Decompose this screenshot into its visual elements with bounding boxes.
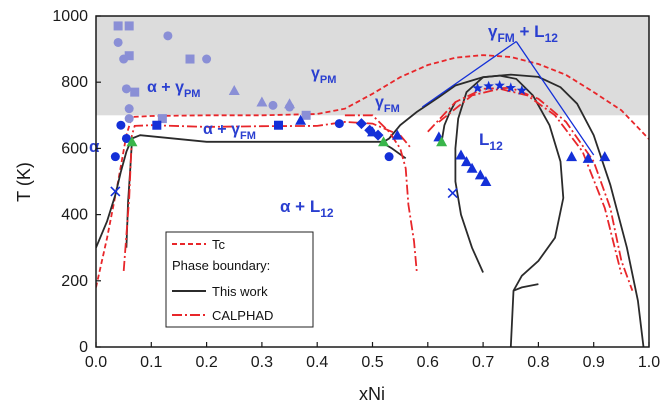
exp-stars-point xyxy=(483,80,494,91)
calphad-curve-1 xyxy=(344,114,418,271)
legend-tc-label: Tc xyxy=(212,237,226,252)
legend-box xyxy=(165,231,314,328)
exp-light-squares-point xyxy=(124,21,134,31)
exp-light-triangles-point xyxy=(284,98,296,109)
this-work-curve-4 xyxy=(454,74,565,347)
y-tick-label: 0 xyxy=(79,339,88,356)
exp-triangles-point xyxy=(466,162,478,173)
x-tick-label: 0.1 xyxy=(140,354,162,371)
exp-triangles-point xyxy=(480,176,492,186)
x-tick-label: 0.0 xyxy=(85,354,107,371)
calphad-curve-2 xyxy=(427,86,634,292)
phase-label-gamma-fm-l12: γFM + L12 xyxy=(488,22,558,45)
exp-light-squares-point xyxy=(113,21,123,31)
x-tick-label: 1.0 xyxy=(638,354,660,371)
x-tick-label: 0.8 xyxy=(527,354,549,371)
exp-stars-point xyxy=(494,80,505,90)
exp-x-point xyxy=(447,188,458,199)
this-work-curve-5 xyxy=(513,283,539,292)
pointer-line xyxy=(515,41,595,156)
exp-green-triangles-point xyxy=(126,136,138,147)
this-work-curve-0 xyxy=(96,73,645,347)
exp-light-circles-point xyxy=(124,104,134,114)
exp-circles-point xyxy=(121,133,131,143)
y-tick-label: 600 xyxy=(61,140,88,157)
exp-light-circles-point xyxy=(124,114,134,124)
exp-triangles-point xyxy=(474,169,486,180)
exp-light-squares-point xyxy=(157,114,167,124)
exp-triangles-point xyxy=(566,151,578,162)
shaded-region xyxy=(96,16,649,116)
y-tick-label: 800 xyxy=(61,74,88,91)
phase-label-alpha-gamma-pm: α + γPM xyxy=(147,79,200,100)
exp-stars-point xyxy=(516,85,527,95)
exp-light-triangles-point xyxy=(228,84,240,95)
exp-triangles-point xyxy=(391,129,403,140)
x-tick-label: 0.3 xyxy=(251,354,273,371)
exp-triangles-point xyxy=(295,114,307,125)
y-tick-label: 1000 xyxy=(52,8,88,25)
exp-stars-point xyxy=(505,82,516,93)
phase-label-gamma-pm: γPM xyxy=(311,65,336,86)
exp-triangles-point xyxy=(455,149,467,160)
exp-light-circles-point xyxy=(202,54,212,64)
y-axis-title: T (K) xyxy=(14,162,34,202)
exp-x-point xyxy=(110,186,121,197)
calphad-curve-3 xyxy=(438,87,623,275)
exp-triangles-point xyxy=(599,151,611,162)
legend-this-work-label: This work xyxy=(212,284,268,299)
exp-squares-point xyxy=(273,120,283,130)
x-tick-label: 0.9 xyxy=(583,354,605,371)
exp-triangles-point xyxy=(461,156,473,167)
exp-circles-point xyxy=(116,120,126,130)
x-tick-label: 0.7 xyxy=(472,354,494,371)
exp-light-circles-point xyxy=(268,100,278,110)
y-tick-label: 200 xyxy=(61,273,88,290)
phase-label-alpha-l12: α + L12 xyxy=(280,197,334,220)
exp-light-triangles-point xyxy=(256,96,268,107)
phase-label-alpha-gamma-fm: α + γFM xyxy=(203,121,256,142)
exp-light-circles-point xyxy=(121,84,131,94)
exp-squares-point xyxy=(152,120,162,130)
exp-green-triangles-point xyxy=(436,136,448,147)
exp-stars-point xyxy=(472,82,483,93)
legend-phase-boundary-header: Phase boundary: xyxy=(172,258,270,273)
exp-light-squares-point xyxy=(185,54,195,64)
phase-label-l12: L12 xyxy=(479,130,503,153)
tc-curve-0 xyxy=(96,54,649,288)
exp-light-circles-point xyxy=(113,37,123,47)
x-tick-label: 0.5 xyxy=(361,354,383,371)
pointer-line xyxy=(421,40,517,108)
phase-label-gamma-fm: γFM xyxy=(375,94,400,115)
phase-label-alpha: α xyxy=(89,137,100,156)
exp-triangles-point xyxy=(367,126,378,137)
exp-light-squares-point xyxy=(124,51,134,61)
legend: Tc Phase boundary: This work CALPHAD xyxy=(165,231,314,328)
x-tick-label: 0.6 xyxy=(417,354,439,371)
exp-light-circles-point xyxy=(163,31,173,41)
exp-circles-point xyxy=(384,152,394,162)
exp-circles-point xyxy=(110,152,120,162)
this-work-curve-2 xyxy=(440,101,457,142)
exp-green-triangles-point xyxy=(378,136,390,147)
legend-calphad-label: CALPHAD xyxy=(212,308,273,323)
exp-diamonds-point xyxy=(355,118,367,130)
y-tick-label: 400 xyxy=(61,207,88,224)
x-axis-title: xNi xyxy=(359,384,385,404)
x-tick-label: 0.4 xyxy=(306,354,328,371)
exp-light-squares-point xyxy=(130,87,140,97)
exp-circles-point xyxy=(334,119,344,129)
exp-light-squares-point xyxy=(301,110,311,120)
exp-triangles-point xyxy=(582,152,594,163)
x-tick-label: 0.2 xyxy=(195,354,217,371)
